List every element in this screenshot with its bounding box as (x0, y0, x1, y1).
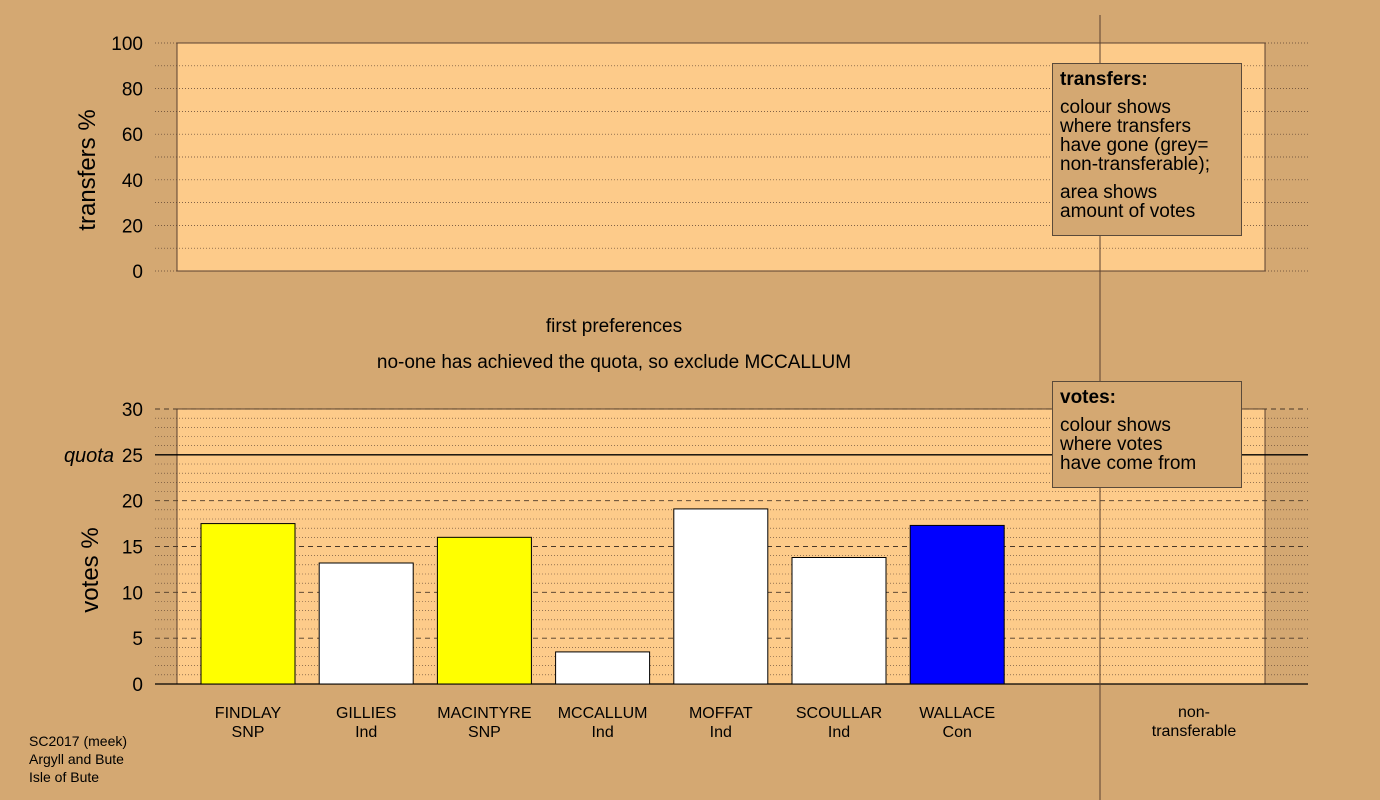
bar-gillies (318, 562, 414, 685)
candidate-name-label: GILLIES (336, 705, 396, 722)
transfers-legend-title: transfers: (1060, 69, 1148, 90)
bar-macintyre (436, 536, 532, 685)
votes-y-tick-label: 25 (122, 446, 143, 467)
votes-legend-line: have come from (1060, 453, 1197, 474)
votes-y-axis-label: votes % (77, 527, 104, 612)
footer-line: Argyll and Bute (29, 751, 124, 767)
bar-wallace (909, 524, 1005, 685)
votes-y-ticks: 0 5 10 15 20 25 30 quota (64, 400, 143, 696)
transfers-y-tick-label: 40 (122, 171, 143, 192)
votes-y-tick-label: 30 (122, 400, 143, 421)
votes-y-tick-label: 0 (132, 675, 143, 696)
non-transferable-label: transferable (1152, 723, 1237, 740)
candidate-party-label: SNP (232, 724, 265, 741)
votes-y-tick-label: 10 (122, 583, 143, 604)
transfers-y-tick-label: 0 (132, 262, 143, 283)
candidate-name-label: SCOULLAR (796, 705, 882, 722)
transfers-y-tick-label: 80 (122, 80, 143, 101)
transfers-legend: transfers: colour shows where transfers … (1052, 63, 1242, 236)
transfers-legend-line: area shows (1060, 182, 1158, 203)
transfers-y-tick-label: 60 (122, 125, 143, 146)
votes-bars (200, 508, 1005, 685)
votes-legend-title: votes: (1060, 387, 1116, 408)
stage-label: first preferences (546, 316, 682, 337)
votes-legend: votes: colour shows where votes have com… (1052, 381, 1242, 488)
footer-line: Isle of Bute (29, 769, 100, 785)
votes-y-tick-label: 15 (122, 538, 143, 559)
candidate-name-label: MOFFAT (689, 705, 753, 722)
stage-note: no-one has achieved the quota, so exclud… (377, 352, 851, 373)
non-transferable-label: non- (1178, 704, 1210, 721)
quota-label: quota (64, 445, 114, 467)
votes-legend-line: where votes (1060, 434, 1163, 455)
bar-moffat (673, 508, 769, 685)
candidate-party-label: Ind (355, 724, 377, 741)
footer-caption: SC2017 (meek) Argyll and Bute Isle of Bu… (29, 732, 127, 786)
transfers-y-tick-label: 20 (122, 216, 143, 237)
votes-legend-line: colour shows (1060, 415, 1171, 436)
votes-category-labels: FINDLAY SNP GILLIES Ind MACINTYRE SNP MCCALLUM… (215, 704, 1237, 741)
bar-mccallum (555, 651, 651, 685)
candidate-party-label: SNP (468, 724, 501, 741)
candidate-party-label: Ind (710, 724, 732, 741)
candidate-party-label: Con (943, 724, 972, 741)
candidate-name-label: FINDLAY (215, 705, 282, 722)
transfers-legend-line: non-transferable); (1060, 154, 1210, 175)
votes-y-tick-label: 20 (122, 492, 143, 513)
votes-y-tick-label: 5 (132, 629, 143, 650)
transfers-y-tick-label: 100 (111, 34, 143, 55)
transfers-legend-line: where transfers (1060, 116, 1191, 137)
footer-line: SC2017 (meek) (29, 733, 128, 749)
transfers-y-ticks: 0 20 40 60 80 100 (111, 34, 143, 283)
candidate-name-label: MACINTYRE (437, 705, 531, 722)
transfers-legend-line: colour shows (1060, 97, 1171, 118)
candidate-name-label: WALLACE (919, 705, 995, 722)
bar-scoullar (791, 557, 887, 685)
candidate-name-label: MCCALLUM (558, 705, 648, 722)
candidate-party-label: Ind (828, 724, 850, 741)
bar-findlay (200, 523, 296, 685)
candidate-party-label: Ind (591, 724, 613, 741)
transfers-legend-line: amount of votes (1060, 201, 1196, 222)
transfers-y-axis-label: transfers % (74, 109, 101, 230)
transfers-legend-line: have gone (grey= (1060, 135, 1209, 156)
